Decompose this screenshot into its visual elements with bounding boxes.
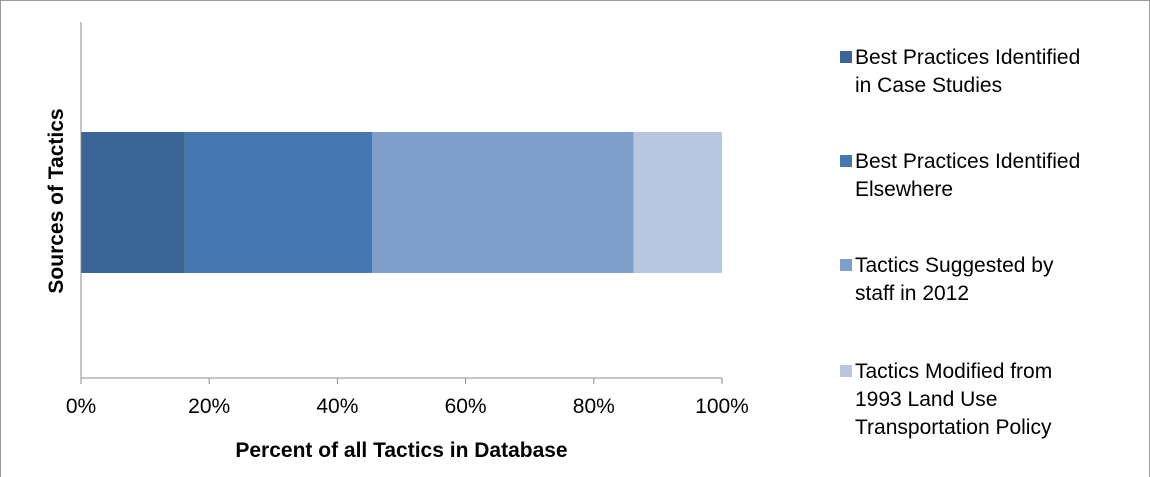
bar-segments: [81, 132, 722, 273]
legend-swatch: [840, 155, 852, 167]
x-axis-title: Percent of all Tactics in Database: [235, 439, 567, 462]
x-tick-label: 60%: [445, 395, 487, 418]
bar-segment-1: [184, 132, 373, 273]
bar-segment-0: [81, 132, 185, 273]
y-axis-title: Sources of Tactics: [45, 108, 68, 293]
legend-swatch: [840, 365, 852, 377]
legend-swatch: [840, 51, 852, 63]
bar-segment-2: [372, 132, 634, 273]
legend-label: Best Practices Identified Elsewhere: [855, 150, 1081, 201]
x-tick-label: 0%: [66, 395, 96, 418]
x-axis-ticks: 0% 20% 40% 60% 80% 100%: [66, 378, 749, 418]
legend-label: Tactics Suggested by staff in 2012: [855, 254, 1054, 305]
x-tick-label: 40%: [316, 395, 358, 418]
legend-item-elsewhere: Best Practices Identified Elsewhere: [840, 148, 1080, 204]
x-tick-label: 100%: [695, 395, 749, 418]
legend-item-1993-policy: Tactics Modified from 1993 Land Use Tran…: [840, 358, 1052, 442]
bar-segment-3: [633, 132, 722, 273]
legend-swatch: [840, 259, 852, 271]
x-tick-label: 80%: [573, 395, 615, 418]
legend-label: Best Practices Identified in Case Studie…: [855, 46, 1081, 97]
legend-label: Tactics Modified from 1993 Land Use Tran…: [855, 360, 1053, 439]
legend-item-case-studies: Best Practices Identified in Case Studie…: [840, 44, 1080, 100]
x-tick-label: 20%: [188, 395, 230, 418]
legend-item-staff-2012: Tactics Suggested by staff in 2012: [840, 252, 1053, 308]
